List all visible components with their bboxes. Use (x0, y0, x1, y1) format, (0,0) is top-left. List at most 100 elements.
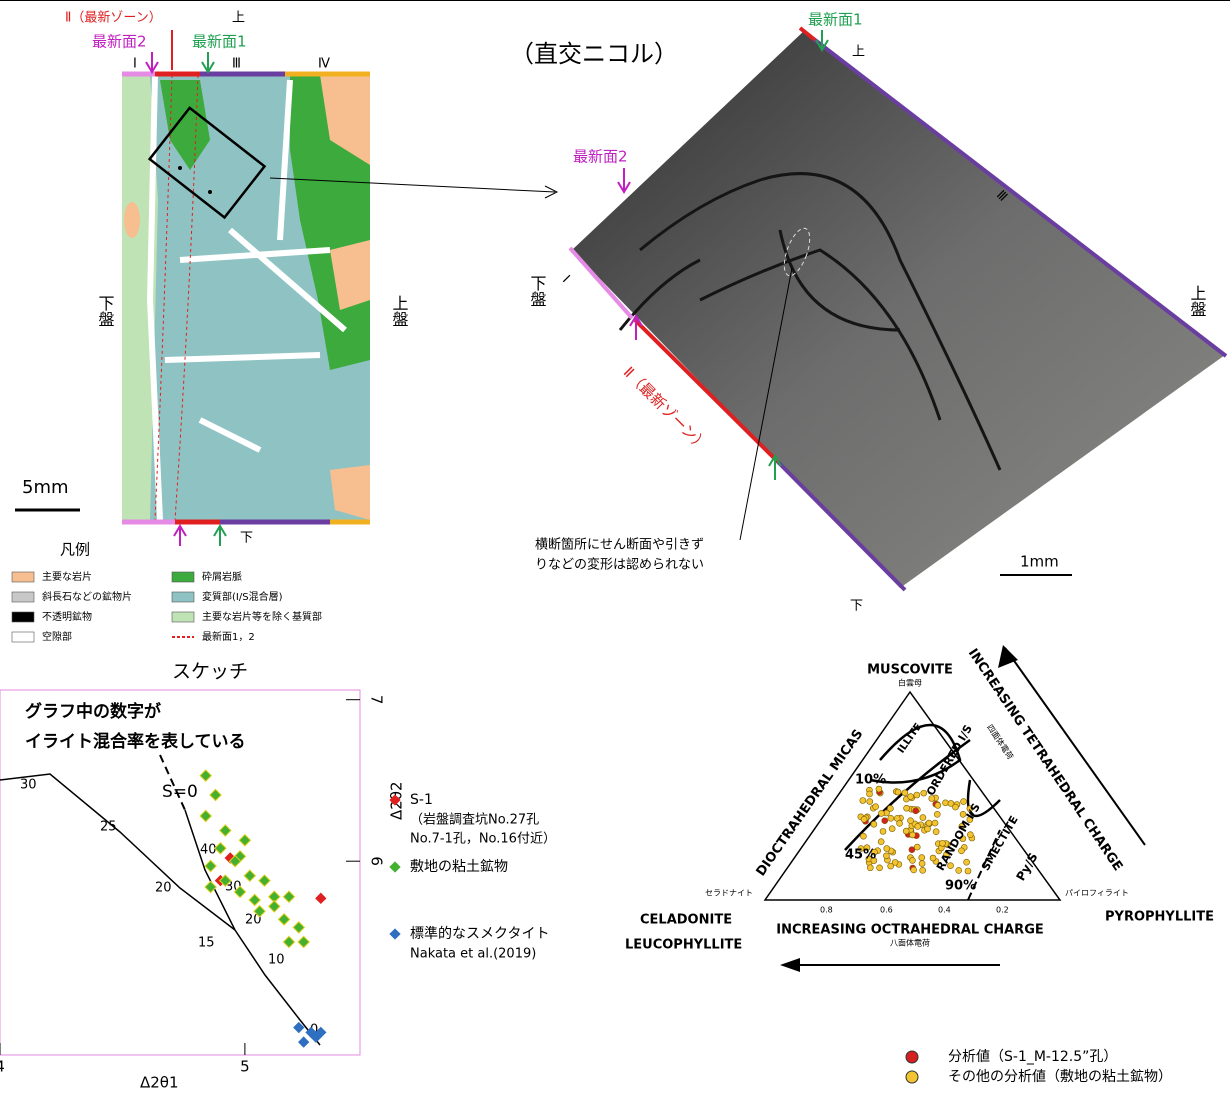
corner-label: CELADONITE (640, 913, 732, 928)
point (942, 799, 949, 807)
legend-swatch (171, 571, 195, 583)
note-line: りなどの変形は認められない (535, 557, 704, 573)
curve (0, 773, 236, 931)
legend-label: S-1 (410, 792, 433, 808)
bottom-label: 下 (850, 599, 863, 614)
points (857, 785, 976, 875)
zone-bar (568, 246, 634, 320)
point (966, 805, 974, 812)
highlight (783, 227, 811, 277)
triangle (763, 690, 1062, 901)
point (918, 854, 926, 861)
legend-detail: （岩盤調査坑No.27孔 (410, 813, 539, 828)
percent-label: 90% (945, 879, 976, 894)
curve-label: 40 (200, 843, 217, 858)
point (959, 835, 967, 842)
x-axis-label: Δ2θ1 (140, 1074, 179, 1091)
corner-label: PYROPHYLLITE (1105, 910, 1214, 925)
curve-label: 20 (155, 881, 172, 896)
data-point (243, 869, 257, 883)
point (955, 867, 963, 874)
point (888, 825, 896, 832)
curve (184, 809, 321, 1046)
legend-swatch (905, 1050, 919, 1064)
y-tick-label: 6 (368, 856, 386, 866)
footwall-label: 下盤 (528, 275, 547, 307)
legend-label: 分析値（S-1_M-12.5”孔） (948, 1049, 1117, 1065)
note-line: イライト混合率を表している (25, 731, 246, 752)
data-point (238, 833, 252, 847)
legend-swatch (11, 611, 35, 623)
curve-label: S=0 (162, 782, 198, 802)
point (910, 866, 917, 874)
point (887, 805, 894, 812)
legend-label: 斜長石などの鉱物片 (42, 590, 132, 603)
legend-swatch (389, 794, 401, 806)
arrow (815, 30, 829, 52)
point (947, 862, 954, 870)
point (928, 795, 936, 802)
plane-label: 最新面1 (192, 33, 247, 51)
legend-label: 変質部(I/S混合層) (202, 590, 283, 603)
point (918, 860, 926, 867)
arrow (201, 52, 215, 74)
point (908, 846, 916, 854)
curve (159, 754, 186, 811)
point (933, 811, 941, 818)
footwall-label: 下盤 (96, 295, 115, 327)
bottom-label: 下 (240, 531, 253, 546)
sketch: Ⅱ（最新ゾーン） 上 最新面2 最新面1 Ⅰ Ⅲ Ⅳ 下 下盤 上盤 5mm ス… (15, 10, 559, 683)
curve-label: 15 (198, 936, 215, 951)
note-line: 横断箇所にせん断面や引きず (535, 537, 704, 553)
data-point (258, 874, 271, 887)
arrow-head (998, 645, 1018, 668)
point (881, 817, 889, 825)
point (866, 790, 873, 798)
sketch-fragment (124, 202, 140, 238)
apex-label: MUSCOVITE (867, 663, 953, 678)
legend-label: 主要な岩片等を除く基質部 (202, 610, 322, 623)
plot-frame (0, 689, 361, 1056)
legend-detail: Nakata et al.(2019) (410, 947, 536, 962)
point (914, 823, 922, 830)
legend-label: その他の分析値（敷地の粘土鉱物） (948, 1068, 1172, 1085)
point (934, 802, 942, 809)
point (883, 852, 890, 860)
data-point (315, 1026, 327, 1039)
data-point (204, 880, 217, 894)
point (907, 817, 914, 825)
axis-tick-label: 0.6 (880, 906, 893, 915)
point (964, 867, 972, 875)
point (958, 847, 965, 855)
corner-label-jp: パイロフィライト (1065, 889, 1129, 898)
sketch-opaque (208, 190, 212, 194)
plane-label: 最新面2 (92, 33, 147, 51)
sketch-fragment (330, 465, 370, 520)
point (909, 857, 916, 864)
point (907, 793, 914, 800)
point (902, 827, 910, 835)
point (878, 810, 885, 817)
data-point (228, 854, 242, 868)
point (966, 816, 974, 823)
point (959, 811, 967, 818)
plane-label: 最新面1 (808, 11, 863, 29)
curve-label: 25 (100, 820, 117, 835)
point (939, 839, 946, 847)
point (963, 858, 970, 866)
legend-label: 敷地の粘土鉱物 (410, 858, 508, 875)
data-point (253, 904, 266, 918)
data-point (267, 900, 281, 913)
sketch-matrix (122, 75, 158, 520)
data-point (292, 921, 306, 934)
legend-label: 標準的なスメクタイト (410, 926, 549, 942)
zone-bar (798, 26, 817, 42)
point (894, 788, 902, 796)
data-point (248, 893, 262, 907)
point (860, 832, 867, 840)
point (919, 867, 926, 874)
bottom-label: INCREASING OCTRAHEDRAL CHARGE (776, 923, 1044, 938)
zone-label: Ⅳ (318, 57, 330, 72)
